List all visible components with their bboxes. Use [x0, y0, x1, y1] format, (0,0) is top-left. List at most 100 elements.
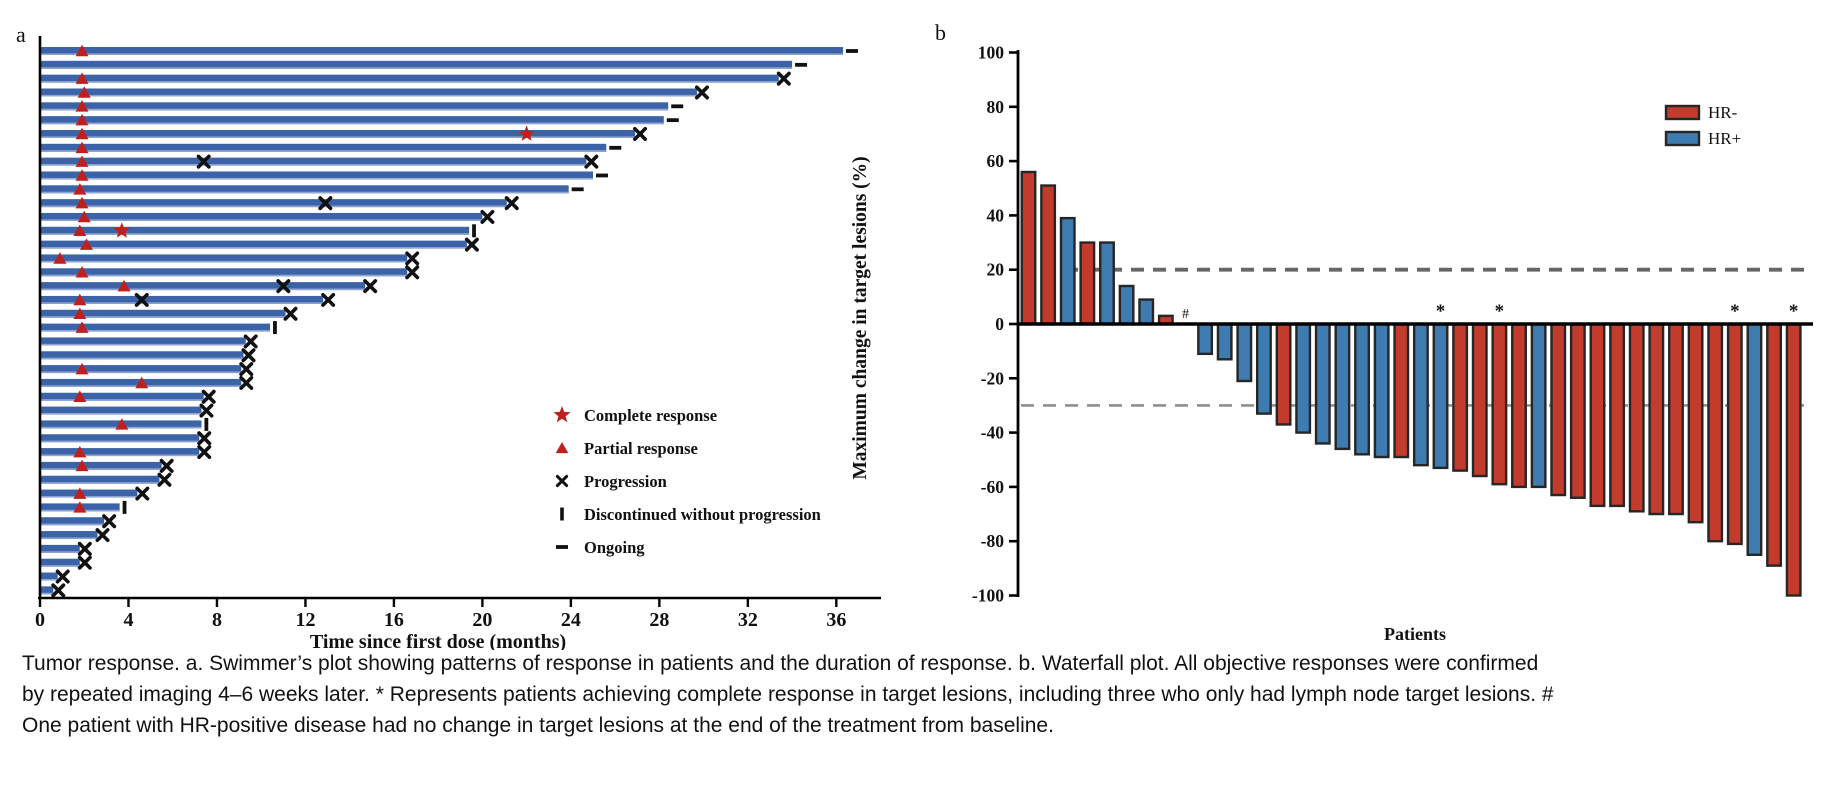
waterfall-bar-hr+ [1255, 322, 1272, 415]
waterfall-y-axis-title: Maximum change in target lesions (%) [850, 156, 871, 479]
waterfall-bar-hr- [1079, 241, 1096, 326]
swimmer-bar-shine [40, 592, 54, 595]
legend-group-label: HR+ [1708, 129, 1741, 148]
partial-response-marker [79, 238, 93, 250]
swimmer-x-axis-title: Time since first dose (months) [310, 631, 566, 650]
partial-response-marker [115, 418, 129, 430]
swimmer-bar-shine [40, 191, 569, 194]
swimmer-x-tick-label: 24 [561, 609, 581, 631]
swimmer-bar [40, 572, 58, 581]
swimmer-bar [40, 295, 324, 304]
swimmer-bar [40, 351, 244, 360]
progression-end-marker [405, 251, 420, 266]
waterfall-y-tick-label: 60 [987, 151, 1005, 171]
partial-response-marker [73, 293, 87, 306]
legend-complete-response-icon [553, 406, 571, 423]
swimmer-bar [40, 586, 54, 595]
waterfall-bar-hr- [1550, 322, 1567, 497]
waterfall-bar-hr- [1569, 322, 1586, 499]
progression-end-marker [464, 237, 479, 252]
complete-response-asterisk: * [1495, 301, 1505, 322]
swimmer-bar-shine [40, 343, 246, 346]
waterfall-bar-hr- [1726, 322, 1743, 546]
swimmer-bar-shine [40, 468, 162, 470]
waterfall-bar-hr- [1628, 322, 1645, 513]
swimmer-x-tick-label: 0 [35, 609, 45, 631]
waterfall-bar-hr- [1707, 322, 1724, 543]
progression-end-marker [77, 541, 92, 556]
ongoing-marker [609, 145, 622, 150]
waterfall-y-tick-label: 40 [987, 205, 1005, 225]
waterfall-y-tick-label: 0 [995, 314, 1004, 334]
swimmer-x-tick-label: 8 [212, 609, 222, 631]
swimmer-bar [40, 116, 664, 125]
swimmer-bar-shine [40, 122, 664, 125]
panel-a-label: a [16, 22, 26, 47]
partial-response-marker [53, 252, 67, 264]
swimmer-bar [40, 489, 138, 498]
partial-response-marker [77, 210, 91, 223]
waterfall-x-axis-title: Patients [1384, 624, 1446, 644]
partial-response-marker [73, 501, 87, 513]
swimmer-x-tick-label: 36 [826, 609, 846, 631]
progression-end-marker [51, 583, 66, 598]
waterfall-bar-hr+ [1216, 322, 1233, 361]
swimmer-bar [40, 254, 408, 263]
complete-response-asterisk: * [1789, 301, 1799, 322]
waterfall-bar-hr+ [1746, 322, 1763, 556]
swimmer-bar [40, 157, 587, 166]
swimmer-bar-shine [40, 219, 483, 221]
legend-ongoing-icon [556, 545, 568, 549]
progression-end-marker [239, 375, 254, 390]
panel-b-label: b [935, 20, 946, 45]
progression-end-marker [239, 362, 254, 377]
waterfall-y-tick-label: 80 [987, 97, 1005, 117]
waterfall-bar-hr- [1471, 322, 1488, 478]
legend-item-label: Partial response [584, 439, 698, 458]
waterfall-bar-hr- [1020, 170, 1037, 326]
waterfall-y-tick-label: -100 [972, 586, 1004, 606]
waterfall-y-tick-label: -40 [981, 423, 1005, 443]
ongoing-marker [666, 118, 679, 123]
ongoing-marker [671, 104, 684, 109]
waterfall-bar-hr- [1275, 322, 1292, 426]
waterfall-bar-hr- [1511, 322, 1527, 489]
partial-response-marker [75, 169, 89, 181]
waterfall-bar-hr+ [1197, 322, 1214, 356]
waterfall-bar-hr+ [1236, 322, 1253, 383]
partial-response-marker [117, 279, 131, 292]
swimmer-bar [40, 392, 204, 401]
swimmer-bar [40, 544, 80, 553]
waterfall-bar-hr- [1766, 322, 1783, 567]
swimmer-bar-shine [40, 288, 366, 291]
swimmer-bar-shine [40, 440, 200, 443]
waterfall-bar-hr+ [1373, 322, 1390, 459]
legend-group-label: HR- [1708, 103, 1738, 122]
swimmer-bar-shine [40, 94, 697, 97]
waterfall-bar-hr- [1589, 322, 1606, 508]
swimmer-bar [40, 102, 669, 111]
swimmer-bar-shine [40, 523, 105, 526]
swimmer-bar-shine [40, 371, 242, 374]
waterfall-y-tick-label: -60 [981, 477, 1005, 497]
swimmer-bar [40, 240, 467, 249]
swimmer-bar [40, 226, 470, 235]
waterfall-bar-hr+ [1118, 284, 1135, 326]
partial-response-marker [75, 459, 89, 472]
swimmer-bar [40, 475, 160, 484]
swimmer-bar-shine [40, 81, 779, 83]
discontinued-marker [122, 500, 127, 514]
waterfall-bar-hr- [1609, 322, 1626, 508]
partial-response-marker [73, 487, 87, 499]
waterfall-bar-hr+ [1412, 322, 1429, 467]
waterfall-bar-hr+ [1059, 216, 1076, 326]
progression-end-marker [283, 306, 298, 321]
legend-swatch-hr+ [1664, 130, 1701, 147]
swimmer-x-tick-label: 12 [295, 609, 315, 631]
progression-end-marker [102, 514, 117, 529]
swimmer-bar-shine [40, 205, 507, 208]
swimmer-bar [40, 60, 793, 69]
swimmer-bar [40, 199, 507, 208]
partial-response-marker [75, 113, 89, 126]
discontinued-marker [204, 417, 209, 431]
